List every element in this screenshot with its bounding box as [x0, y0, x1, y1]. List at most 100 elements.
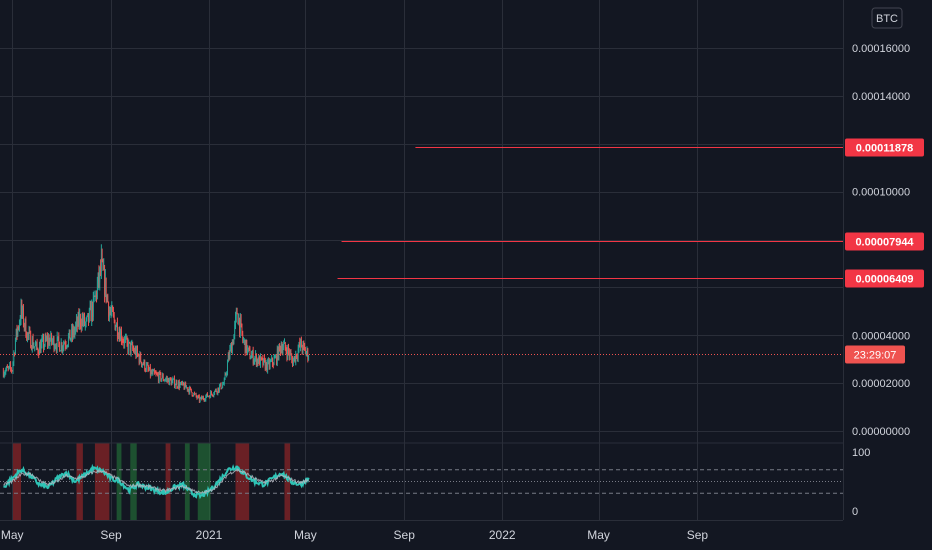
candle-body — [68, 329, 70, 337]
candle-body — [87, 313, 89, 317]
candle-body — [271, 358, 273, 362]
candle-body — [290, 353, 292, 356]
candle-body — [84, 322, 86, 325]
candle-body — [295, 353, 297, 362]
candle-body — [305, 352, 307, 355]
candle-body — [260, 356, 261, 366]
candle-body — [176, 381, 178, 388]
candle-body — [175, 381, 177, 386]
candle-body — [74, 330, 76, 335]
candle-body — [257, 359, 259, 364]
oscillator-zone-green — [130, 443, 137, 520]
level-price-tag — [845, 232, 924, 251]
candle-body — [50, 333, 52, 341]
candle-body — [129, 341, 130, 343]
candle-body — [28, 331, 30, 335]
candle-body — [16, 328, 18, 335]
candle-body — [80, 315, 81, 325]
candle-body — [220, 383, 222, 389]
candle-body — [207, 393, 208, 397]
price-scale[interactable]: 0.00016000 0.00014000 0.00010000 0.00004000… — [852, 43, 910, 438]
candle-body — [231, 341, 233, 353]
candle-body — [171, 380, 173, 385]
candle-body — [217, 387, 219, 394]
grid-lines — [0, 0, 843, 520]
currency-badge[interactable]: BTC — [871, 7, 903, 29]
candle-body — [210, 392, 211, 398]
candle-body — [190, 387, 191, 389]
candle-body — [186, 387, 188, 391]
oscillator-signal-line — [3, 467, 309, 495]
candle-body — [136, 348, 138, 357]
candle-body — [11, 368, 12, 371]
currency-label: BTC — [876, 13, 898, 25]
candle-body — [21, 303, 23, 314]
candle-body — [192, 395, 194, 397]
candle-body — [88, 313, 89, 322]
candle-body — [51, 333, 52, 343]
candle-body — [147, 364, 149, 369]
candle-body — [172, 379, 174, 381]
candle-body — [150, 367, 151, 376]
candle-body — [108, 302, 109, 317]
candle-body — [199, 396, 200, 402]
candle-body — [113, 311, 114, 315]
candle-body — [7, 367, 9, 369]
candle-body — [248, 347, 249, 349]
time-scale[interactable]: May Sep 2021 May Sep 2022 May Sep — [1, 528, 709, 542]
candle-body — [184, 383, 186, 390]
candle-body — [300, 339, 301, 347]
candle-body — [72, 328, 73, 337]
time-scale-tick: 2021 — [196, 528, 223, 542]
candle-body — [66, 346, 68, 348]
candle-body — [204, 400, 206, 401]
candle-body — [72, 328, 74, 337]
candle-body — [277, 348, 279, 360]
candle-body — [142, 363, 144, 365]
candle-body — [59, 342, 60, 352]
candle-body — [53, 337, 55, 350]
level-price-tag — [845, 138, 924, 157]
candle-body — [214, 390, 215, 395]
candle-body — [55, 346, 56, 348]
candle-body — [170, 379, 172, 385]
candle-body — [285, 348, 287, 352]
candle-body — [236, 310, 238, 315]
candle-body — [110, 312, 112, 313]
candle-body — [135, 349, 137, 357]
candle-body — [269, 361, 271, 367]
candle-body — [92, 296, 94, 317]
candle-body — [10, 364, 11, 369]
candle-body — [48, 337, 50, 346]
candle-body — [96, 292, 97, 298]
candle-body — [89, 305, 91, 310]
candle-body — [156, 373, 158, 375]
candle-body — [157, 374, 158, 375]
candle-body — [291, 355, 293, 360]
candle-body — [294, 356, 296, 362]
candle-body — [58, 336, 60, 343]
candle-body — [223, 383, 224, 385]
candle-body — [289, 353, 291, 357]
candle-body — [162, 375, 163, 379]
candle-body — [230, 344, 232, 349]
candle-body — [158, 374, 159, 382]
candle-body — [278, 344, 280, 360]
countdown-label: 23:29:07 — [854, 350, 897, 362]
candle-body — [34, 346, 36, 347]
candle-body — [38, 353, 40, 355]
level-price-tag — [845, 269, 924, 288]
candle-body — [111, 306, 113, 313]
candle-body — [18, 327, 19, 329]
horizontal-levels[interactable] — [0, 147, 843, 355]
candle-body — [284, 342, 285, 345]
candle-body — [227, 362, 228, 373]
candle-body — [151, 371, 153, 374]
candle-body — [211, 393, 213, 396]
candle-body — [268, 360, 269, 362]
candle-body — [292, 359, 294, 366]
candle-body — [246, 339, 248, 354]
candle-body — [7, 366, 8, 368]
candle-body — [24, 319, 26, 327]
